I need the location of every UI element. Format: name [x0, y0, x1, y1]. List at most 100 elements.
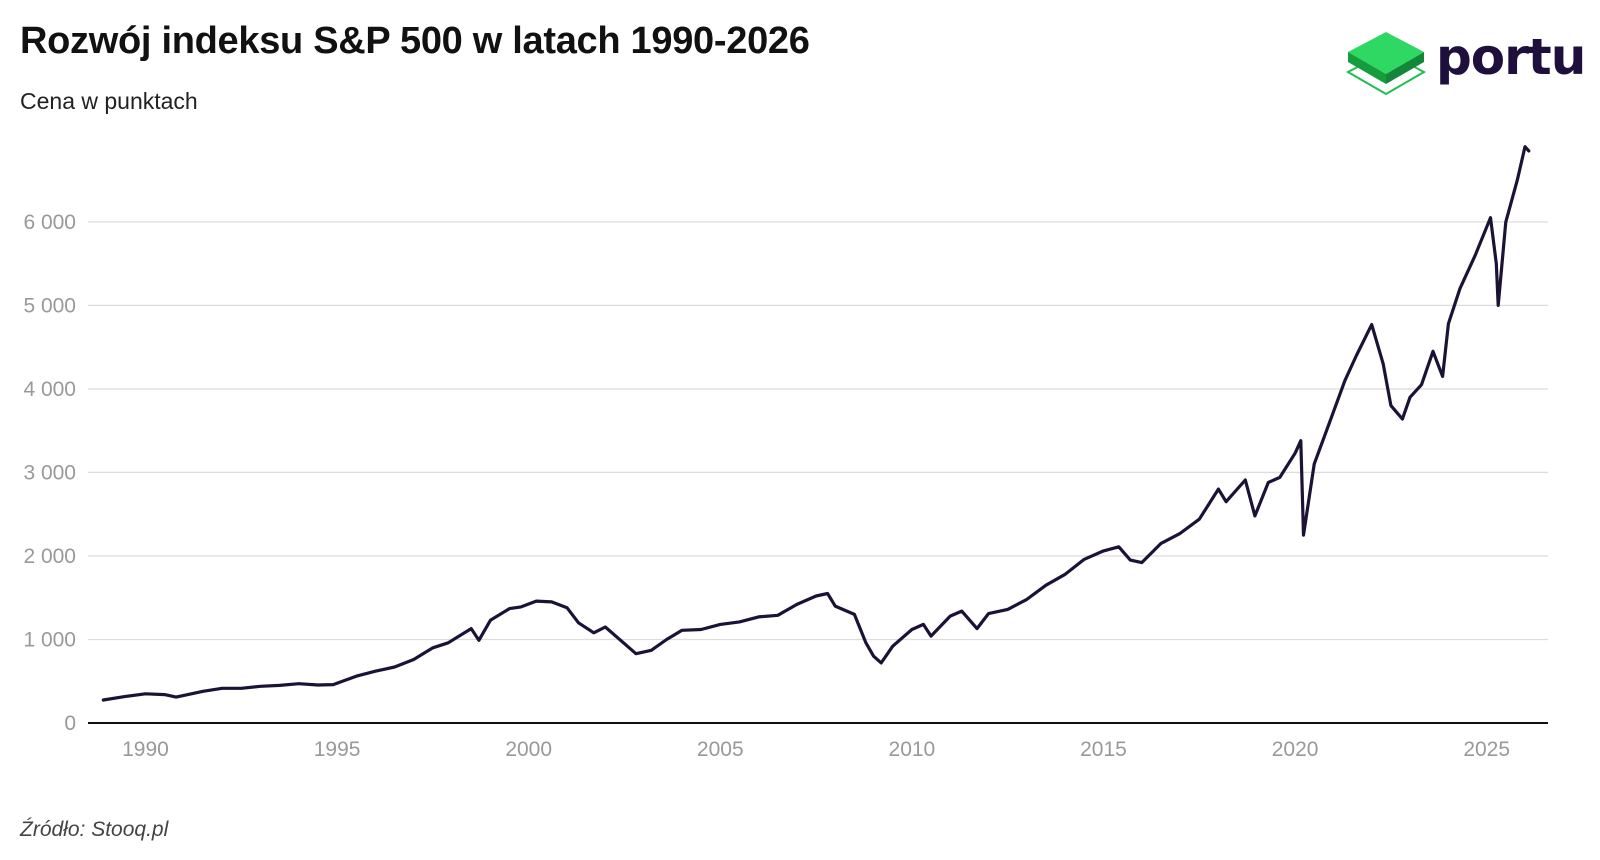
y-tick-label: 5 000: [23, 294, 76, 317]
data-point: [174, 695, 178, 699]
data-point: [1044, 584, 1048, 587]
data-point: [719, 623, 722, 626]
y-tick-label: 4 000: [23, 378, 76, 401]
data-point: [1178, 532, 1182, 535]
data-point: [776, 614, 779, 617]
data-point: [757, 615, 760, 619]
data-point: [650, 649, 653, 652]
data-point: [489, 619, 492, 622]
line-chart: 0 1 000 2 000 3 000 4 000 5 000 6 000 1990 1995…: [23, 145, 1548, 761]
data-point: [738, 620, 741, 624]
data-point: [872, 655, 875, 658]
data-point: [259, 685, 262, 688]
data-point: [477, 639, 481, 642]
data-point: [665, 638, 668, 641]
y-tick-label: 6 000: [23, 211, 76, 234]
y-tick-label: 3 000: [23, 461, 76, 484]
data-point: [853, 613, 856, 616]
data-point: [393, 665, 396, 669]
data-point: [1504, 220, 1508, 224]
series-line-sp500: [101, 145, 1531, 702]
data-point: [604, 625, 607, 629]
x-tick-label: 2025: [1463, 738, 1510, 761]
x-axis: 1990 1995 2000 2005 2010 2015 2020 2025: [88, 722, 1548, 761]
data-point: [1495, 262, 1498, 265]
data-point: [1408, 396, 1412, 399]
data-point: [1389, 404, 1393, 407]
data-point: [960, 609, 963, 613]
data-point: [864, 641, 868, 644]
data-point: [182, 694, 185, 697]
data-point: [125, 695, 128, 698]
data-point: [680, 629, 684, 632]
data-point: [577, 621, 580, 624]
data-point: [1420, 383, 1423, 386]
data-point: [1253, 514, 1257, 518]
data-point: [1328, 421, 1331, 424]
data-point: [1355, 354, 1358, 357]
data-point: [1527, 149, 1531, 153]
data-point: [447, 641, 450, 644]
data-point: [1140, 561, 1144, 564]
data-point: [535, 599, 538, 603]
data-point: [412, 658, 415, 661]
x-tick-label: 2020: [1272, 738, 1319, 761]
data-point: [1447, 322, 1450, 325]
data-point: [949, 614, 952, 618]
data-point: [1370, 323, 1373, 326]
data-point: [1278, 476, 1282, 479]
data-point: [1025, 598, 1029, 601]
data-point: [891, 645, 894, 648]
x-tick-label: 1995: [314, 738, 361, 761]
x-tick-label: 2000: [505, 738, 552, 761]
data-point: [144, 692, 147, 695]
data-point: [102, 698, 105, 702]
chart-title: Rozwój indeksu S&P 500 w latach 1990-202…: [20, 20, 810, 62]
data-point: [929, 634, 933, 638]
data-point: [1431, 350, 1435, 353]
data-point: [374, 670, 377, 673]
data-point: [163, 693, 166, 696]
data-point: [922, 623, 925, 626]
data-point: [1516, 178, 1519, 182]
data-point: [1497, 304, 1500, 307]
data-point: [1302, 533, 1305, 537]
data-point: [795, 603, 799, 606]
portu-logo: portu: [1340, 16, 1586, 106]
data-point: [880, 661, 883, 665]
logo-text: portu: [1436, 28, 1586, 86]
series-layer: [101, 145, 1531, 702]
data-point: [1343, 379, 1347, 382]
data-point: [1523, 145, 1527, 148]
data-point: [1313, 462, 1316, 466]
y-tick-label: 1 000: [23, 628, 76, 651]
data-point: [201, 690, 205, 693]
data-point: [1474, 254, 1477, 257]
data-point: [1458, 287, 1462, 290]
source-note: Źródło: Stooq.pl: [20, 818, 169, 841]
data-point: [1129, 558, 1132, 562]
data-point: [297, 682, 300, 685]
data-point: [634, 652, 638, 655]
data-point: [834, 604, 837, 608]
data-point: [550, 600, 553, 604]
data-point: [1224, 500, 1228, 503]
data-point: [1293, 452, 1297, 455]
data-point: [431, 646, 435, 649]
x-tick-label: 1990: [122, 738, 169, 761]
data-point: [470, 627, 473, 630]
y-tick-label: 2 000: [23, 545, 76, 568]
data-point: [987, 612, 990, 615]
data-point: [1006, 608, 1009, 611]
y-tick-label: 0: [64, 712, 76, 735]
data-point: [240, 687, 243, 690]
x-tick-label: 2015: [1080, 738, 1127, 761]
grid-layer: [88, 221, 1548, 641]
data-point: [278, 684, 281, 687]
data-point: [355, 675, 358, 678]
data-point: [316, 683, 320, 687]
data-point: [1217, 487, 1220, 491]
data-point: [623, 642, 626, 645]
data-point: [1441, 375, 1444, 378]
data-point: [220, 687, 224, 690]
